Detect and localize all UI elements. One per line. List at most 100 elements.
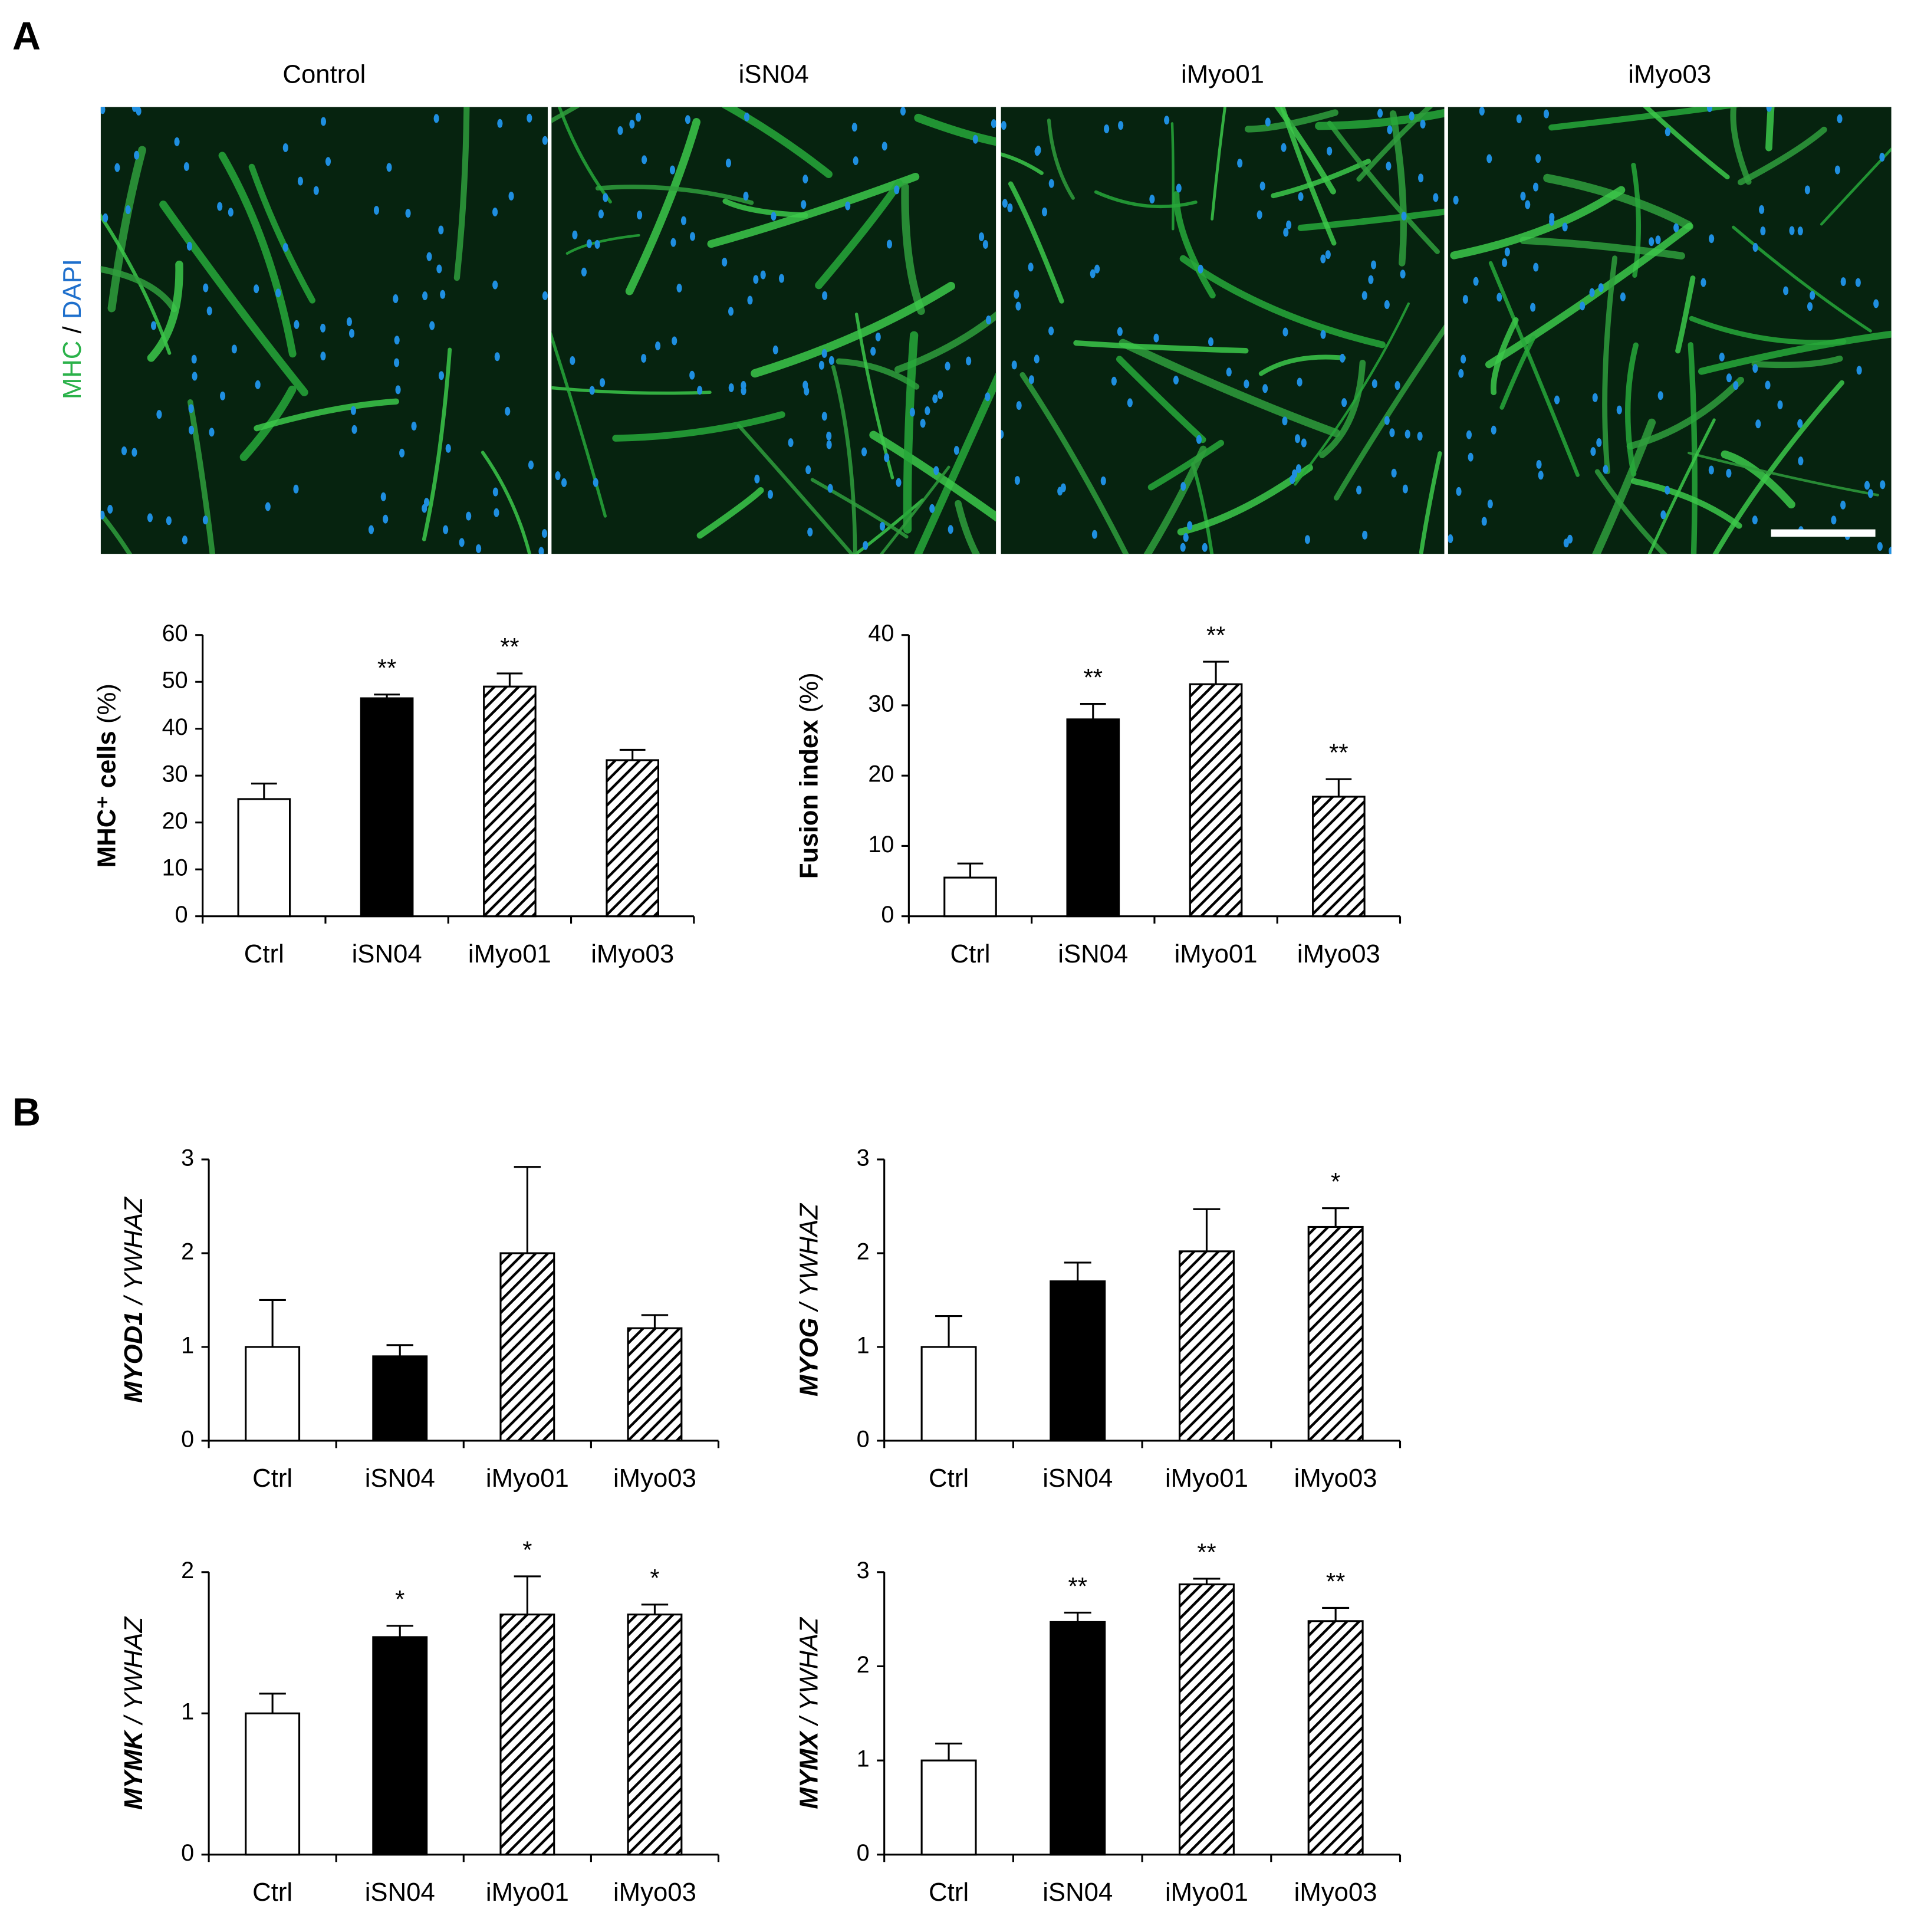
nucleus [672,336,677,346]
nucleus [894,185,900,195]
nucleus [636,113,642,122]
nucleus [231,344,237,354]
nucleus [826,440,832,449]
nucleus [1405,429,1410,439]
nucleus [209,428,215,437]
nucleus [978,232,985,241]
nucleus [676,283,682,293]
error-bar [374,694,400,699]
y-tick-label: 40 [162,714,188,740]
nucleus [1554,395,1560,405]
nucleus [445,443,451,453]
myotube [1519,236,1685,260]
nucleus [828,356,834,365]
nucleus [925,406,930,415]
myotube [1258,354,1346,376]
myotube [595,185,754,205]
error-bar [259,1693,286,1714]
nucleus [821,412,827,421]
nucleus [1533,262,1539,272]
nucleus [879,521,886,531]
myotube [100,266,177,313]
y-tick-label: 1 [857,1332,870,1358]
bar [920,1346,977,1442]
nucleus [1549,212,1555,222]
micrograph [551,107,996,554]
nucleus [655,341,661,350]
significance: ** [1068,1572,1087,1600]
nucleus [1456,487,1462,496]
nucleus [1789,226,1795,235]
myotube [612,411,785,442]
nucleus [1468,452,1473,462]
myotube [1688,451,1879,497]
stain-sep: / [58,319,87,340]
myotube [831,364,857,554]
myotube [254,398,399,432]
myotube [1485,222,1693,369]
nucleus [1491,425,1496,435]
significance: * [1331,1168,1340,1195]
nucleus [282,143,288,152]
nucleus [1320,330,1326,339]
nucleus [1402,484,1408,494]
x-tick-label: iMyo01 [1165,1878,1248,1907]
nucleus [1028,375,1035,385]
nucleus [728,307,734,316]
myotube [707,173,920,248]
nucleus [494,352,500,362]
nucleus [394,336,400,345]
y-tick-label: 20 [868,761,894,787]
significance: ** [1326,1568,1345,1595]
bar [483,685,537,918]
x-tick-label: Ctrl [244,939,284,968]
nucleus [1535,154,1541,163]
nucleus [320,351,326,361]
y-tick-label: 50 [162,668,188,694]
nucleus [985,392,991,402]
myotube [901,183,925,316]
myotube [722,198,808,218]
nucleus [228,208,233,217]
nucleus [1094,264,1100,274]
nucleus [1879,153,1885,162]
nucleus [982,240,988,249]
nucleus [1453,195,1459,205]
myotube [1047,118,1075,200]
y-axis-label: Fusion index (%) [794,672,823,879]
nucleus [778,274,785,283]
nucleus [945,362,950,371]
nucleus [1752,364,1758,373]
bar [360,697,414,918]
x-tick-label: iMyo01 [1165,1464,1248,1493]
nucleus [426,252,432,261]
bar [1178,1250,1235,1442]
nucleus [900,107,906,116]
y-tick-label: 0 [857,1840,870,1866]
nucleus [743,192,749,201]
myotube [481,451,532,554]
error-bar [641,1604,669,1615]
bar [1307,1225,1364,1442]
nucleus [1840,500,1846,510]
nucleus [350,406,356,415]
image-title: iMyo01 [1181,60,1264,89]
error-bar [1193,1208,1221,1251]
nucleus [1461,354,1466,364]
nucleus [853,156,859,166]
myotube [1594,469,1668,554]
nucleus [1291,469,1298,478]
y-tick-label: 60 [162,620,188,646]
nucleus [125,205,131,215]
nucleus [282,243,288,252]
y-label-main: MHC⁺ cells [92,731,121,868]
nucleus [440,290,446,299]
myotube [1732,225,1872,333]
nucleus [1810,291,1815,300]
nucleus [1176,183,1182,193]
nucleus [188,404,194,413]
nucleus [1466,430,1472,439]
error-bar [935,1315,963,1347]
nucleus [405,209,411,218]
myotube [107,146,146,313]
